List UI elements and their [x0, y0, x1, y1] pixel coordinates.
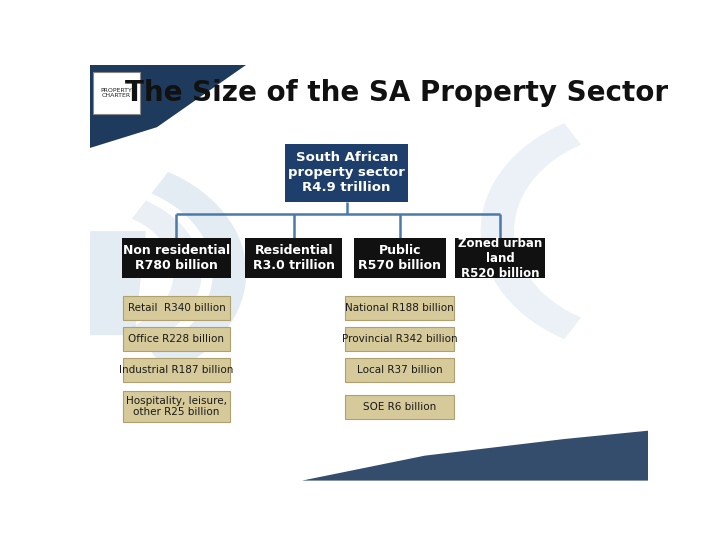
Text: Industrial R187 billion: Industrial R187 billion [120, 366, 234, 375]
FancyBboxPatch shape [346, 327, 454, 352]
Polygon shape [302, 431, 648, 481]
FancyBboxPatch shape [93, 72, 140, 114]
Text: Retail  R340 billion: Retail R340 billion [127, 303, 225, 313]
FancyBboxPatch shape [245, 238, 343, 278]
Text: SOE R6 billion: SOE R6 billion [363, 402, 436, 411]
Wedge shape [151, 172, 246, 374]
FancyBboxPatch shape [124, 327, 230, 352]
Text: Hospitality, leisure,
other R25 billion: Hospitality, leisure, other R25 billion [126, 396, 227, 417]
Text: Local R37 billion: Local R37 billion [357, 366, 443, 375]
FancyBboxPatch shape [346, 395, 454, 418]
FancyBboxPatch shape [456, 238, 545, 278]
FancyBboxPatch shape [346, 296, 454, 320]
FancyBboxPatch shape [354, 238, 446, 278]
Text: PROPERTY
CHARTER: PROPERTY CHARTER [100, 87, 132, 98]
Text: Zoned urban
land
R520 billion: Zoned urban land R520 billion [458, 237, 542, 280]
FancyBboxPatch shape [285, 144, 408, 202]
Text: Office R228 billion: Office R228 billion [128, 334, 225, 344]
Wedge shape [481, 123, 581, 339]
Text: Non residential
R780 billion: Non residential R780 billion [123, 244, 230, 272]
Polygon shape [90, 65, 246, 148]
FancyBboxPatch shape [124, 359, 230, 382]
FancyBboxPatch shape [124, 296, 230, 320]
FancyBboxPatch shape [346, 359, 454, 382]
FancyBboxPatch shape [122, 238, 231, 278]
Polygon shape [90, 231, 145, 335]
Wedge shape [132, 201, 202, 345]
Text: National R188 billion: National R188 billion [346, 303, 454, 313]
Text: The Size of the SA Property Sector: The Size of the SA Property Sector [125, 79, 668, 107]
Text: Public
R570 billion: Public R570 billion [358, 244, 441, 272]
Text: Provincial R342 billion: Provincial R342 billion [342, 334, 457, 344]
Text: Residential
R3.0 trillion: Residential R3.0 trillion [253, 244, 335, 272]
Text: South African
property sector
R4.9 trillion: South African property sector R4.9 trill… [288, 151, 405, 194]
FancyBboxPatch shape [124, 391, 230, 422]
